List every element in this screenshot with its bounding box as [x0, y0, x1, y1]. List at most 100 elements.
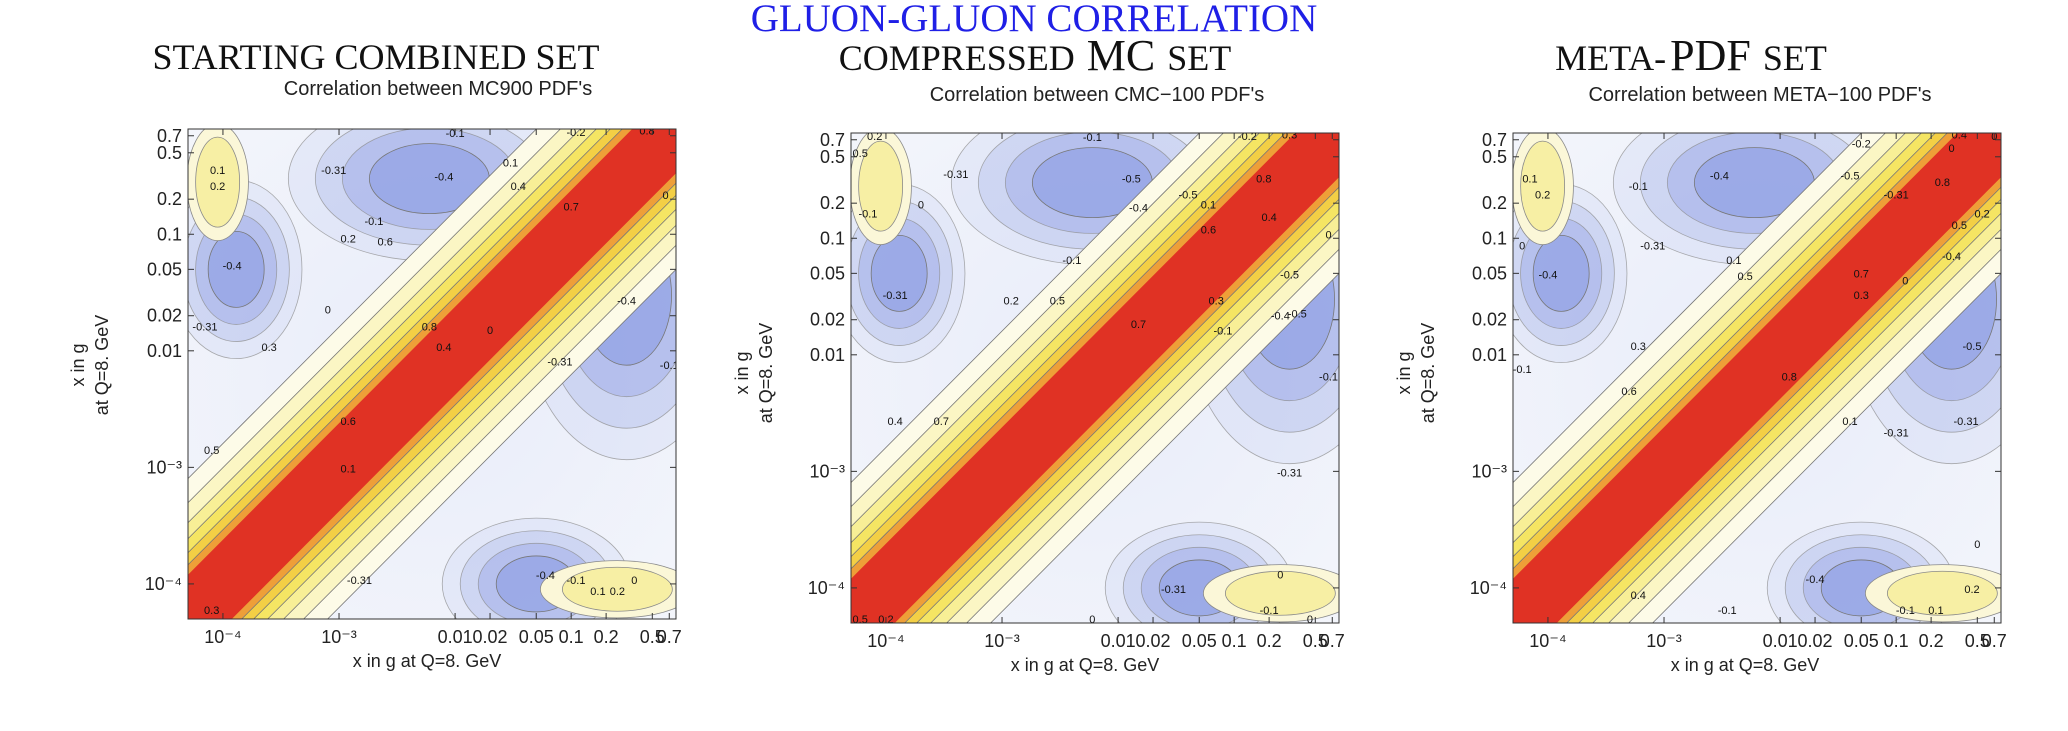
y-tick-label: 10⁻⁴: [808, 578, 845, 598]
contour-label: -0.4: [1710, 170, 1729, 182]
contour-label: 0: [918, 200, 924, 212]
y-tick-label: 0.5: [1482, 147, 1507, 167]
contour-label: -0.1: [1896, 605, 1915, 617]
contour-label: -0.2: [1852, 139, 1871, 151]
panel-1-subtitle: Correlation between MC900 PDF's: [284, 78, 592, 100]
contour-label: -0.2: [1238, 131, 1257, 143]
contour-label: -0.31: [1884, 189, 1909, 201]
panel-2-y-axis-title-line2: at Q=8. GeV: [756, 323, 776, 424]
contour-label: -0.1: [1062, 255, 1081, 267]
contour-label: -0.31: [192, 321, 217, 333]
contour-label: -0.1: [1629, 181, 1648, 193]
contour-label: -0.4: [223, 260, 242, 272]
contour-label: 0.6: [1201, 224, 1216, 236]
contour-label: 0.4: [1261, 212, 1276, 224]
x-tick-label: 0.5: [1303, 631, 1328, 651]
x-tick-label: 0.1: [1222, 631, 1247, 651]
contour-label: -0.1: [1083, 132, 1102, 144]
contour-label: 0.5: [204, 445, 219, 457]
contour-label: 0: [487, 325, 493, 337]
contour-label: 0.2: [610, 586, 625, 598]
contour-label: 0.6: [378, 237, 393, 249]
y-tick-label: 0.5: [157, 143, 182, 163]
plot-area: -0.2 0.4 0 0.1 0.2 -0.1 -0.4 -0.5 -0.31 0.8 0.5 0.2…: [1513, 133, 2001, 623]
positive-contour-core: [561, 566, 673, 612]
contour-label: 0: [1948, 143, 1954, 155]
y-tick-label: 0.01: [1472, 345, 1507, 365]
contour-label: 0.4: [887, 416, 902, 428]
y-tick-label: 10⁻³: [146, 457, 182, 477]
contour-label: 0.2: [1974, 209, 1989, 221]
y-tick-label: 0.05: [810, 263, 845, 283]
panel-2-set-title-b: MC: [1087, 31, 1155, 80]
positive-contour-core: [1520, 140, 1566, 232]
contour-label: -0.5: [1288, 308, 1307, 320]
positive-contour-core: [195, 136, 241, 228]
x-tick-label: 0.5: [640, 627, 665, 647]
x-tick-label: 0.2: [1919, 631, 1944, 651]
plot-frame: [187, 128, 677, 620]
positive-contour-core: [1886, 570, 1998, 616]
panel-2-y-axis-title-line1: x in g: [732, 351, 752, 394]
y-tick-label: 0.1: [820, 228, 845, 248]
contour-label: -0.1: [1718, 605, 1737, 617]
contour-label: 0.1: [1928, 605, 1943, 617]
contour-label: 0.1: [1842, 416, 1857, 428]
x-tick-label: 0.5: [1965, 631, 1990, 651]
y-tick-label: 0.1: [1482, 228, 1507, 248]
panel-2-subtitle: Correlation between CMC−100 PDF's: [930, 84, 1265, 106]
y-tick-label: 0.01: [810, 345, 845, 365]
contour-label: 0.5: [1050, 296, 1065, 308]
x-tick-label: 0.1: [559, 627, 584, 647]
y-tick-label: 0.01: [147, 341, 182, 361]
contour-label: -0.1: [1213, 325, 1232, 337]
panel-2-x-axis-title: x in g at Q=8. GeV: [1011, 655, 1160, 675]
y-tick-label: 0.05: [1472, 263, 1507, 283]
panel-1-y-axis-title-line2: at Q=8. GeV: [92, 315, 112, 416]
panel-1-y-axis-title-line1: x in g: [68, 343, 88, 386]
x-tick-label: 0.7: [657, 627, 682, 647]
x-tick-label: 0.05: [519, 627, 554, 647]
contour-label: 0.1: [503, 158, 518, 170]
x-tick-label: 0.7: [1982, 631, 2007, 651]
contour-label: -0.31: [1277, 468, 1302, 480]
correlation-band: [1513, 133, 2001, 623]
positive-contour-core: [858, 140, 904, 232]
contour-label: -0.4: [617, 295, 636, 307]
y-tick-label: 10⁻³: [809, 461, 845, 481]
correlation-band: [188, 129, 676, 619]
y-tick-label: 0.7: [157, 126, 182, 146]
x-tick-label: 10⁻⁴: [204, 627, 241, 647]
y-tick-label: 0.1: [157, 224, 182, 244]
figure-title: GLUON-GLUON CORRELATION: [751, 0, 1318, 40]
y-tick-label: 0.2: [1482, 193, 1507, 213]
contour-label: -0.4: [1271, 311, 1290, 323]
y-tick-label: 0.05: [147, 259, 182, 279]
y-tick-label: 0.7: [1482, 130, 1507, 150]
contour-label: -0.1: [566, 575, 585, 587]
contour-label: 0.5: [1952, 220, 1967, 232]
x-tick-label: 0.02: [1136, 631, 1171, 651]
panel-2-set-title: COMPRESSED MC SET: [839, 31, 1232, 80]
y-tick-label: 0.5: [820, 147, 845, 167]
correlation-band: [851, 133, 1339, 623]
contour-label: 0.2: [341, 233, 356, 245]
y-tick-label: 10⁻⁴: [145, 574, 182, 594]
contour-label: 0.3: [1209, 296, 1224, 308]
panel-1-set-title: STARTING COMBINED SET: [153, 37, 600, 77]
contour-label: -0.4: [1538, 270, 1557, 282]
panel-1-chart: -0.1 -0.2 0.8 0.1 0.2 -0.31 -0.4 0.1 0.4 0.7 -0.1 0…: [145, 126, 682, 647]
contour-label: 0.7: [564, 201, 579, 213]
x-tick-label: 0.01: [1763, 631, 1798, 651]
contour-label: -0.4: [536, 570, 555, 582]
contour-label: 0.1: [1201, 200, 1216, 212]
x-tick-label: 0.2: [1257, 631, 1282, 651]
x-tick-label: 10⁻⁴: [867, 631, 904, 651]
negative-contour-core: [1532, 234, 1590, 312]
contour-label: -0.4: [1942, 251, 1961, 263]
x-tick-label: 0.01: [1101, 631, 1136, 651]
x-tick-label: 0.7: [1320, 631, 1345, 651]
contour-label: 0.3: [1854, 290, 1869, 302]
panel-3-set-title: META- PDF SET: [1555, 31, 1827, 80]
